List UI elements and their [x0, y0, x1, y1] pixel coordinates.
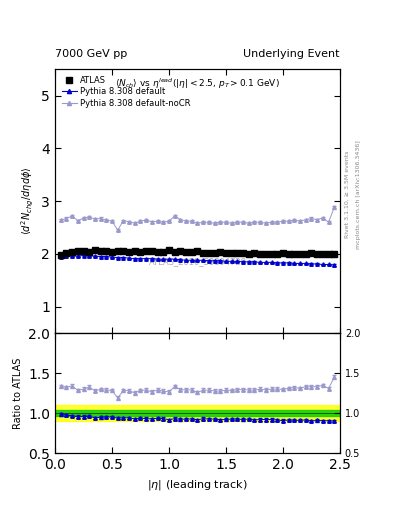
Y-axis label: $\langle d^2 N_{chg}/d\eta d\phi\rangle$: $\langle d^2 N_{chg}/d\eta d\phi\rangle$	[20, 167, 36, 236]
Y-axis label: Ratio to ATLAS: Ratio to ATLAS	[13, 357, 23, 429]
Text: $\langle N_{ch}\rangle$ vs $\eta^{lead}$($|\eta| < 2.5$, $p_T > 0.1$ GeV): $\langle N_{ch}\rangle$ vs $\eta^{lead}$…	[115, 77, 280, 92]
X-axis label: $|\eta|$ (leading track): $|\eta|$ (leading track)	[147, 478, 248, 492]
Text: 7000 GeV pp: 7000 GeV pp	[55, 49, 127, 59]
Text: mcplots.cern.ch [arXiv:1306.3436]: mcplots.cern.ch [arXiv:1306.3436]	[356, 140, 361, 249]
Text: Underlying Event: Underlying Event	[243, 49, 340, 59]
Bar	[55, 410, 340, 416]
Legend: ATLAS, Pythia 8.308 default, Pythia 8.308 default-noCR: ATLAS, Pythia 8.308 default, Pythia 8.30…	[59, 73, 193, 110]
Bar	[55, 405, 340, 421]
Text: ATLAS_2010_S8894728: ATLAS_2010_S8894728	[149, 258, 246, 266]
Text: Rivet 3.1.10, ≥ 3.5M events: Rivet 3.1.10, ≥ 3.5M events	[345, 151, 350, 238]
